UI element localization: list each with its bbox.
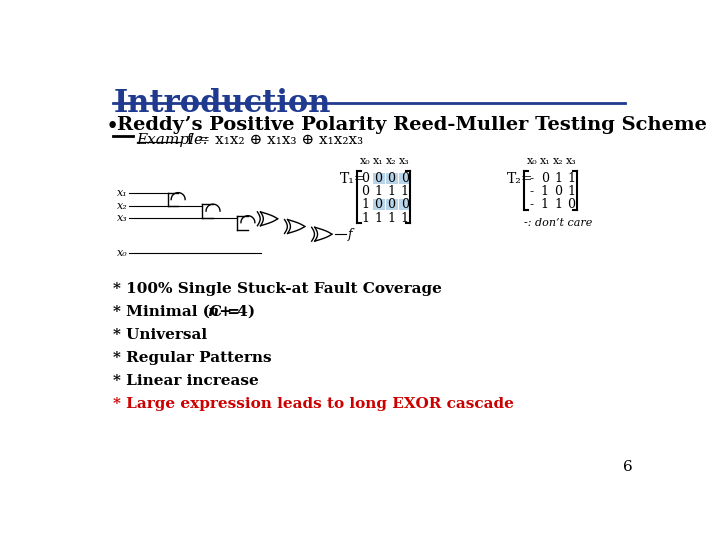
- Text: •: •: [106, 116, 119, 138]
- Text: x₂: x₂: [386, 157, 397, 166]
- Text: -: -: [530, 172, 534, 185]
- Text: 0: 0: [361, 172, 369, 185]
- FancyBboxPatch shape: [386, 173, 397, 184]
- Text: 1: 1: [361, 212, 369, 225]
- Text: * Minimal (C =: * Minimal (C =: [113, 305, 246, 319]
- Text: T₂=: T₂=: [507, 172, 534, 186]
- Text: 0: 0: [387, 172, 395, 185]
- Text: 0: 0: [400, 198, 409, 212]
- Text: x₀: x₀: [526, 157, 537, 166]
- Text: Introduction: Introduction: [113, 88, 330, 119]
- Text: x₁: x₁: [373, 157, 384, 166]
- Text: x₀: x₀: [117, 248, 128, 259]
- Text: + 4): + 4): [214, 305, 255, 319]
- Text: Example:: Example:: [137, 132, 209, 146]
- Text: -: -: [530, 198, 534, 212]
- Text: -: -: [530, 185, 534, 198]
- Text: 0: 0: [541, 172, 549, 185]
- Text: 1: 1: [567, 172, 575, 185]
- Text: x₁: x₁: [539, 157, 550, 166]
- Text: 0: 0: [554, 185, 562, 198]
- Text: * Large expression leads to long EXOR cascade: * Large expression leads to long EXOR ca…: [113, 397, 514, 411]
- Text: 0: 0: [567, 198, 575, 212]
- Text: f = x₁x₂ ⊕ x₁x₃ ⊕ x₁x₂x₃: f = x₁x₂ ⊕ x₁x₃ ⊕ x₁x₂x₃: [187, 132, 363, 146]
- Text: * Regular Patterns: * Regular Patterns: [113, 351, 272, 365]
- Text: 0: 0: [400, 172, 409, 185]
- Text: Reddy’s Positive Polarity Reed-Muller Testing Scheme: Reddy’s Positive Polarity Reed-Muller Te…: [117, 116, 707, 133]
- Text: x₃: x₃: [400, 157, 410, 166]
- Text: T₁=: T₁=: [341, 172, 366, 186]
- FancyBboxPatch shape: [386, 199, 397, 211]
- FancyBboxPatch shape: [399, 199, 411, 211]
- Text: n: n: [207, 305, 218, 319]
- FancyBboxPatch shape: [373, 173, 384, 184]
- Text: 0: 0: [387, 198, 395, 212]
- FancyBboxPatch shape: [399, 173, 411, 184]
- Text: x₀: x₀: [360, 157, 370, 166]
- Text: x₃: x₃: [117, 213, 128, 223]
- Text: 1: 1: [387, 212, 395, 225]
- Text: 1: 1: [554, 172, 562, 185]
- Text: x₃: x₃: [566, 157, 577, 166]
- Text: * Universal: * Universal: [113, 328, 207, 342]
- Text: 1: 1: [387, 185, 395, 198]
- Text: 0: 0: [361, 185, 369, 198]
- Text: 1: 1: [554, 198, 562, 212]
- Text: x₂: x₂: [117, 201, 128, 211]
- Text: 1: 1: [567, 185, 575, 198]
- FancyBboxPatch shape: [373, 199, 384, 211]
- Text: * 100% Single Stuck-at Fault Coverage: * 100% Single Stuck-at Fault Coverage: [113, 282, 442, 296]
- Text: 1: 1: [541, 198, 549, 212]
- Text: f: f: [347, 228, 352, 241]
- Text: 1: 1: [374, 185, 382, 198]
- Text: -: don’t care: -: don’t care: [524, 218, 593, 228]
- Text: x₂: x₂: [553, 157, 564, 166]
- Text: 1: 1: [400, 212, 409, 225]
- Text: 0: 0: [374, 172, 382, 185]
- Text: 0: 0: [374, 198, 382, 212]
- Text: * Linear increase: * Linear increase: [113, 374, 259, 388]
- Text: 1: 1: [541, 185, 549, 198]
- Text: x₁: x₁: [117, 188, 128, 198]
- Text: 1: 1: [361, 198, 369, 212]
- Text: 1: 1: [374, 212, 382, 225]
- Text: 1: 1: [400, 185, 409, 198]
- Text: 6: 6: [623, 461, 632, 475]
